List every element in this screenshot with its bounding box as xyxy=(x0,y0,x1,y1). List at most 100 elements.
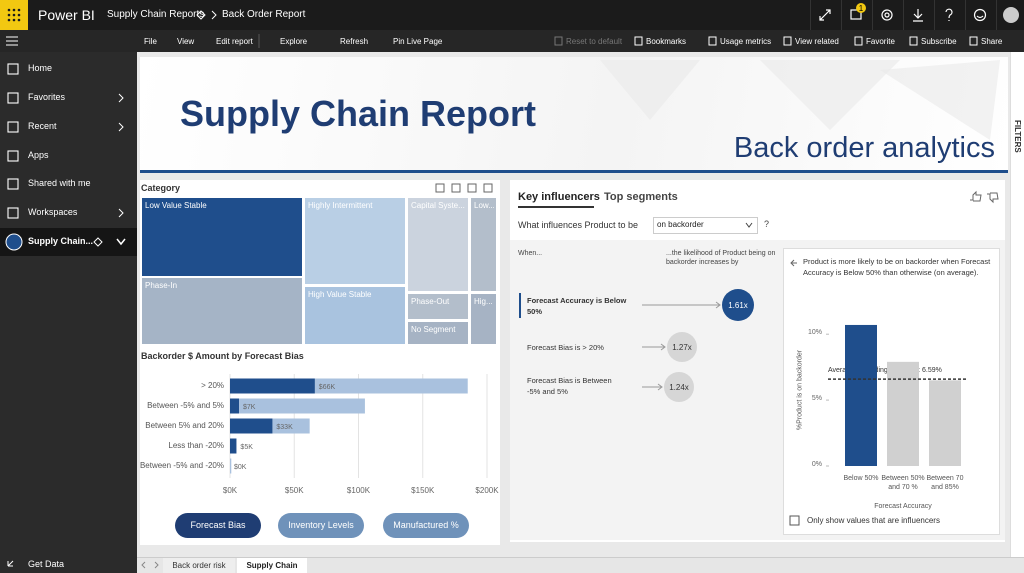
filters-pane[interactable] xyxy=(1010,52,1024,557)
likelihood-label: ...the likelihood of Product being on ba… xyxy=(666,250,776,267)
y-tick-label: 5% xyxy=(811,395,822,403)
toolbar xyxy=(0,30,1024,52)
influencer-question: What influences Product to be xyxy=(518,220,639,230)
checkbox-label[interactable]: Only show values that are influencers xyxy=(807,516,940,525)
treemap-tile[interactable]: Phase-In xyxy=(141,277,303,345)
treemap-tile[interactable]: Low... xyxy=(470,197,497,292)
treemap-tile-label: Low Value Stable xyxy=(145,201,207,210)
y-tick-label: Between -5% and 5% xyxy=(147,401,224,410)
nav-item[interactable]: Home xyxy=(28,63,53,73)
when-label: When... xyxy=(518,250,543,257)
breadcrumb-workspace[interactable]: Supply Chain Reports xyxy=(107,9,205,20)
dropdown-value: on backorder xyxy=(657,220,704,229)
slicer-button[interactable]: Manufactured % xyxy=(383,513,469,538)
x-tick-label: $150K xyxy=(411,486,435,495)
x-tick-label: Below 50% xyxy=(843,475,879,482)
page-tab-bar xyxy=(137,557,1024,573)
treemap-tile[interactable]: High Value Stable xyxy=(304,286,406,345)
chart-title: Backorder $ Amount by Forecast Bias xyxy=(141,351,304,361)
toolbar-button[interactable]: Explore xyxy=(280,37,308,46)
x-axis-title: Forecast Accuracy xyxy=(874,503,932,510)
toolbar-button[interactable]: Pin Live Page xyxy=(393,37,443,46)
treemap-tile-label: No Segment xyxy=(411,325,456,334)
y-tick-label: Less than -20% xyxy=(168,441,224,450)
slicer-button[interactable]: Inventory Levels xyxy=(278,513,364,538)
nav-item[interactable]: Supply Chain... xyxy=(28,236,94,246)
x-tick-label: $50K xyxy=(284,486,304,495)
factor-label[interactable]: Forecast Bias is > 20% xyxy=(527,343,604,352)
toolbar-button[interactable]: Usage metrics xyxy=(720,37,772,46)
report-subtitle: Back order analytics xyxy=(733,132,995,164)
treemap-tile-label: High Value Stable xyxy=(308,290,372,299)
toolbar-button[interactable]: View xyxy=(177,37,195,46)
nav-item[interactable]: Shared with me xyxy=(28,178,91,188)
reference-label: Average (excluding selected): 6.59% xyxy=(828,367,942,375)
toolbar-button[interactable]: File xyxy=(144,37,157,46)
tab[interactable]: Top segments xyxy=(604,191,678,203)
nav-item[interactable]: Apps xyxy=(28,150,49,160)
app-name: Power BI xyxy=(38,7,95,23)
toolbar-button[interactable]: Refresh xyxy=(340,37,369,46)
page-tab[interactable]: Back order risk xyxy=(163,558,235,573)
y-tick-label: 0% xyxy=(811,461,822,468)
treemap-tile[interactable]: Hig... xyxy=(470,293,497,345)
x-tick-label: $0K xyxy=(222,486,238,495)
top-icon-cell[interactable] xyxy=(965,0,996,30)
toolbar-button[interactable]: Favorite xyxy=(866,37,895,46)
treemap-tile[interactable]: No Segment xyxy=(407,321,469,345)
nav-item[interactable]: Workspaces xyxy=(28,207,78,217)
top-icon-cell[interactable] xyxy=(934,0,965,30)
y-tick-label: Between -5% and -20% xyxy=(139,461,224,470)
treemap-tile-label: Low... xyxy=(474,201,494,210)
treemap-tile[interactable]: Capital Syste... xyxy=(407,197,469,292)
left-nav xyxy=(0,52,137,573)
help-mark: ? xyxy=(764,219,770,229)
x-tick-label: $200K xyxy=(475,486,499,495)
treemap-tile-label: Capital Syste... xyxy=(411,201,465,210)
selected-factor-bar xyxy=(519,293,521,318)
x-tick-label: Between 70 and 85% xyxy=(926,475,964,492)
nav-item[interactable]: Recent xyxy=(28,121,57,131)
treemap-tile-label: Highly Intermittent xyxy=(308,201,373,210)
slicer-button[interactable]: Forecast Bias xyxy=(175,513,261,538)
toolbar-button[interactable]: Reset to default xyxy=(566,37,623,46)
top-icon-cell[interactable] xyxy=(872,0,903,30)
app-launcher[interactable] xyxy=(0,0,28,30)
treemap-title: Category xyxy=(141,183,181,193)
page-tab-selected[interactable]: Supply Chain xyxy=(237,558,307,573)
treemap-tile[interactable]: Low Value Stable xyxy=(141,197,303,277)
tab-underline xyxy=(518,206,594,208)
top-icon-cell[interactable] xyxy=(996,0,1024,30)
y-tick-label: Between 5% and 20% xyxy=(145,421,224,430)
y-axis-title: %Product is on backorder xyxy=(796,349,804,431)
factor-label[interactable]: Forecast Bias is Between -5% and 5% xyxy=(527,376,612,396)
x-tick-label: $100K xyxy=(346,486,371,495)
treemap-tile[interactable]: Phase-Out xyxy=(407,293,469,320)
y-tick-label: 10% xyxy=(807,329,822,337)
top-icon-cell[interactable] xyxy=(841,0,872,30)
report-title: Supply Chain Report xyxy=(180,93,537,134)
treemap-tile[interactable]: Highly Intermittent xyxy=(304,197,406,285)
treemap-tile-label: Phase-In xyxy=(145,281,178,290)
top-icon-cell[interactable] xyxy=(810,0,841,30)
detail-text: Product is more likely to be on backorde… xyxy=(803,257,991,277)
treemap-tile-label: Phase-Out xyxy=(411,297,450,306)
x-tick-label: Between 50% and 70 % xyxy=(881,475,925,492)
nav-get-data[interactable]: Get Data xyxy=(28,559,65,569)
y-tick-label: > 20% xyxy=(201,381,224,390)
toolbar-button[interactable]: Edit report xyxy=(216,37,253,46)
nav-item[interactable]: Favorites xyxy=(28,92,66,102)
filters-label: FILTERS xyxy=(1013,120,1022,153)
factor-label[interactable]: Forecast Accuracy is Below 50% xyxy=(527,296,627,316)
breadcrumb-report: Back Order Report xyxy=(222,9,306,20)
toolbar-button[interactable]: Share xyxy=(981,37,1003,46)
toolbar-button[interactable]: View related xyxy=(795,37,839,46)
treemap-tile-label: Hig... xyxy=(474,297,493,306)
tab[interactable]: Key influencers xyxy=(518,191,600,203)
nav-selected xyxy=(0,228,137,256)
top-icon-cell[interactable] xyxy=(903,0,934,30)
dropdown[interactable] xyxy=(653,217,758,234)
toolbar-button[interactable]: Bookmarks xyxy=(646,37,687,46)
toolbar-button[interactable]: Subscribe xyxy=(921,37,957,46)
